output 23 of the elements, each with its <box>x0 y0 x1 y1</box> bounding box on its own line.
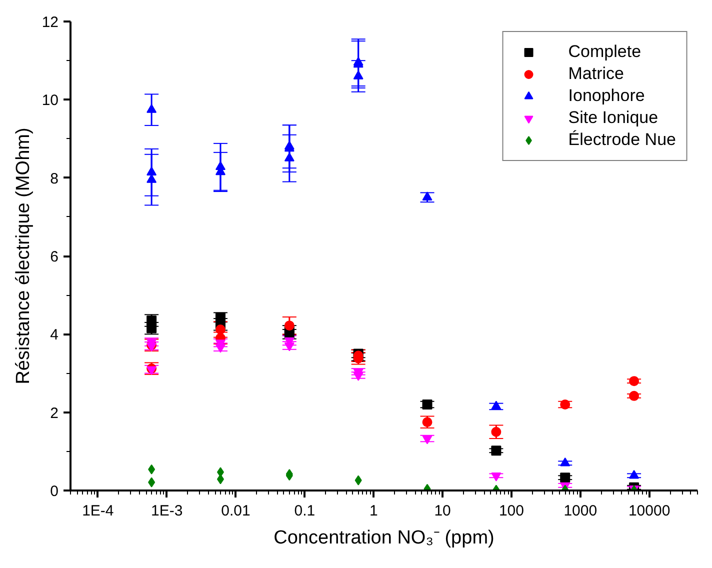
x-tick-label: 1E-3 <box>151 502 183 520</box>
y-tick-label: 6 <box>50 248 58 266</box>
y-axis-title: Résistance électrique (MOhm) <box>12 128 34 384</box>
legend-label: Ionophore <box>568 86 645 106</box>
x-axis-title: Concentration NO₃⁻ (ppm) <box>274 528 494 548</box>
y-tick-label: 4 <box>50 326 58 344</box>
legend-label: Site Ionique <box>568 108 658 128</box>
x-tick-label: 0.1 <box>294 502 316 520</box>
x-tick-label: 10000 <box>628 502 670 520</box>
y-tick-label: 10 <box>42 92 59 110</box>
x-tick-label: 1 <box>369 502 378 520</box>
y-tick-label: 0 <box>50 483 58 500</box>
legend-label: Matrice <box>568 64 624 84</box>
x-tick-label: 1000 <box>564 502 598 520</box>
x-tick-label: 1E-4 <box>82 502 114 520</box>
x-tick-label: 10 <box>434 502 451 520</box>
legend-label: Électrode Nue <box>568 130 676 150</box>
y-tick-label: 12 <box>42 14 59 31</box>
y-tick-label: 8 <box>50 170 58 188</box>
legend-label: Complete <box>568 42 642 62</box>
y-tick-label: 2 <box>50 404 58 422</box>
x-tick-label: 0.01 <box>221 502 250 520</box>
x-tick-label: 100 <box>498 502 524 520</box>
